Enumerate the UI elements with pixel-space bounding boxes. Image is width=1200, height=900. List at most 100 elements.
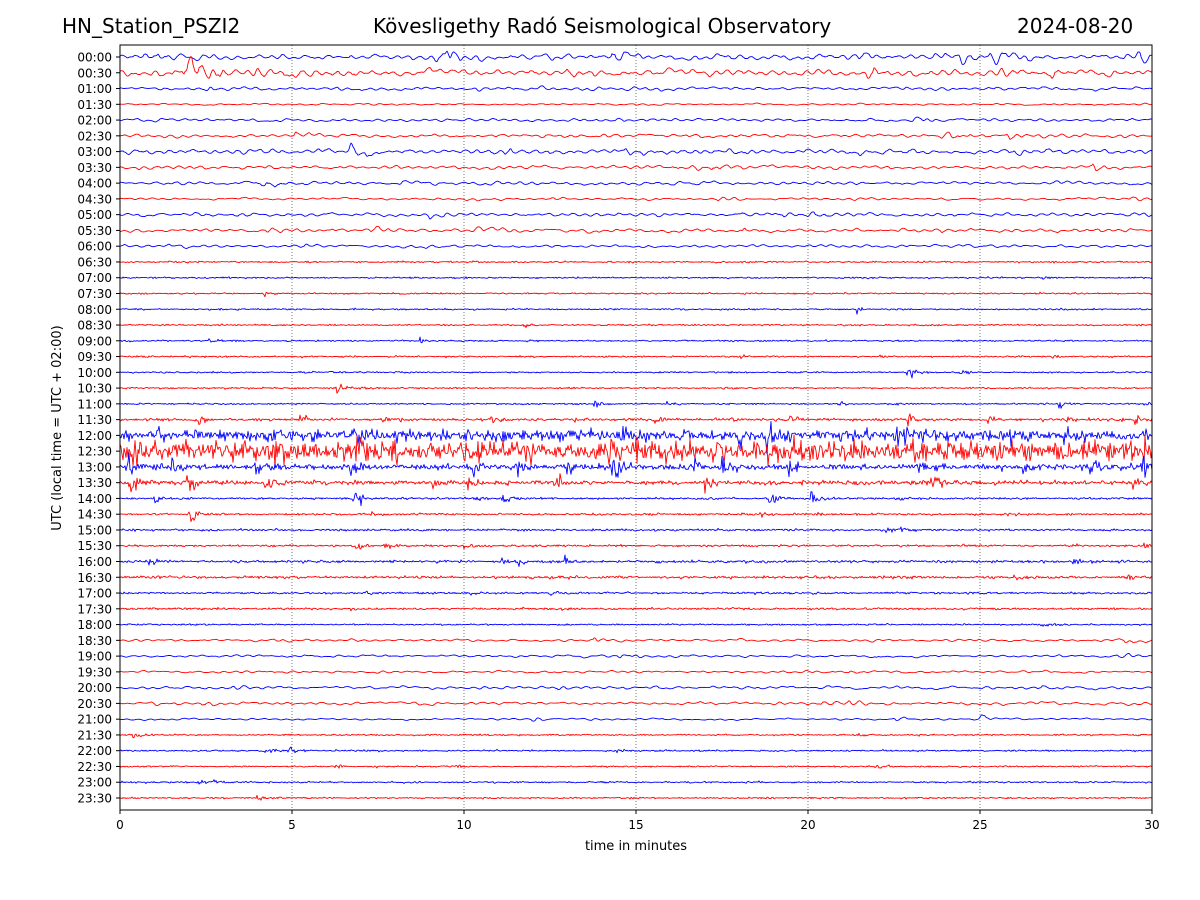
x-tick-label: 30 — [1144, 818, 1159, 832]
seismic-traces — [120, 50, 1152, 801]
y-tick-label: 08:30 — [77, 319, 112, 333]
trace-0230 — [120, 131, 1152, 140]
y-tick-label: 05:00 — [77, 208, 112, 222]
trace-1300 — [120, 452, 1152, 478]
y-tick-label: 15:00 — [77, 523, 112, 537]
trace-2230 — [120, 764, 1152, 769]
y-tick-label: 02:30 — [77, 129, 112, 143]
trace-2330 — [120, 794, 1152, 801]
y-tick-label: 11:00 — [77, 397, 112, 411]
trace-1000 — [120, 369, 1152, 379]
y-tick-label: 08:00 — [77, 303, 112, 317]
y-tick-label: 22:30 — [77, 760, 112, 774]
trace-1330 — [120, 473, 1152, 494]
y-tick-label: 18:30 — [77, 634, 112, 648]
y-tick-label: 22:00 — [77, 744, 112, 758]
y-tick-label: 20:30 — [77, 697, 112, 711]
y-tick-label: 16:00 — [77, 555, 112, 569]
y-tick-label: 07:30 — [77, 287, 112, 301]
date-title: 2024-08-20 — [1017, 14, 1134, 38]
y-tick-label: 19:00 — [77, 650, 112, 664]
trace-0130 — [120, 102, 1152, 106]
trace-1030 — [120, 383, 1152, 394]
y-tick-label: 10:30 — [77, 382, 112, 396]
trace-1430 — [120, 511, 1152, 522]
trace-0330 — [120, 163, 1152, 172]
station-title: HN_Station_PSZI2 — [62, 14, 241, 38]
trace-0530 — [120, 225, 1152, 234]
trace-1530 — [120, 542, 1152, 550]
y-tick-label: 23:00 — [77, 776, 112, 790]
trace-1930 — [120, 669, 1152, 674]
y-axis-label: UTC (local time = UTC + 02:00) — [50, 325, 65, 530]
trace-1630 — [120, 574, 1152, 581]
y-tick-label: 14:00 — [77, 492, 112, 506]
trace-0900 — [120, 336, 1152, 344]
trace-2300 — [120, 779, 1152, 785]
y-tick-label: 03:30 — [77, 161, 112, 175]
trace-1830 — [120, 637, 1152, 644]
trace-2000 — [120, 685, 1152, 691]
trace-0630 — [120, 260, 1152, 264]
y-tick-label: 11:30 — [77, 413, 112, 427]
trace-1600 — [120, 554, 1152, 567]
trace-0930 — [120, 354, 1152, 360]
trace-0100 — [120, 85, 1152, 92]
trace-1130 — [120, 413, 1152, 427]
y-tick-label: 00:30 — [77, 66, 112, 80]
y-tick-label: 23:30 — [77, 792, 112, 806]
y-tick-label: 13:00 — [77, 460, 112, 474]
y-tick-label: 06:30 — [77, 255, 112, 269]
x-tick-label: 0 — [116, 818, 124, 832]
trace-0400 — [120, 180, 1152, 188]
y-tick-label: 10:00 — [77, 366, 112, 380]
trace-1700 — [120, 590, 1152, 596]
trace-0600 — [120, 243, 1152, 249]
y-tick-label: 03:00 — [77, 145, 112, 159]
trace-1730 — [120, 606, 1152, 612]
y-tick-label: 07:00 — [77, 271, 112, 285]
y-tick-label: 20:00 — [77, 681, 112, 695]
y-tick-label: 00:00 — [77, 51, 112, 65]
observatory-title: Kövesligethy Radó Seismological Observat… — [373, 14, 832, 38]
trace-2200 — [120, 746, 1152, 754]
y-tick-label: 05:30 — [77, 224, 112, 238]
y-tick-label: 12:00 — [77, 429, 112, 443]
trace-0430 — [120, 196, 1152, 202]
trace-2130 — [120, 732, 1152, 739]
y-tick-label: 01:00 — [77, 82, 112, 96]
y-tick-label: 21:00 — [77, 713, 112, 727]
y-tick-label: 04:00 — [77, 177, 112, 191]
x-tick-label: 25 — [972, 818, 987, 832]
trace-1400 — [120, 491, 1152, 507]
y-tick-label: 17:30 — [77, 602, 112, 616]
y-tick-label: 19:30 — [77, 665, 112, 679]
trace-0700 — [120, 276, 1152, 280]
y-tick-label: 18:00 — [77, 618, 112, 632]
trace-0300 — [120, 142, 1152, 157]
trace-2030 — [120, 700, 1152, 707]
y-tick-label: 16:30 — [77, 571, 112, 585]
x-tick-label: 20 — [800, 818, 815, 832]
trace-1230 — [120, 434, 1152, 468]
y-tick-label: 12:30 — [77, 445, 112, 459]
y-tick-label: 14:30 — [77, 508, 112, 522]
y-tick-label: 13:30 — [77, 476, 112, 490]
y-tick-label: 06:00 — [77, 240, 112, 254]
trace-1100 — [120, 400, 1152, 409]
trace-0200 — [120, 116, 1152, 123]
grid-lines — [291, 45, 981, 810]
x-axis-label: time in minutes — [585, 839, 687, 854]
y-tick-label: 02:00 — [77, 114, 112, 128]
trace-0030 — [120, 55, 1152, 79]
y-tick-label: 09:00 — [77, 334, 112, 348]
x-tick-label: 10 — [456, 818, 471, 832]
y-tick-label: 15:30 — [77, 539, 112, 553]
y-tick-label: 17:00 — [77, 587, 112, 601]
trace-0800 — [120, 307, 1152, 315]
x-tick-label: 5 — [288, 818, 296, 832]
trace-0000 — [120, 50, 1152, 66]
trace-0730 — [120, 291, 1152, 298]
